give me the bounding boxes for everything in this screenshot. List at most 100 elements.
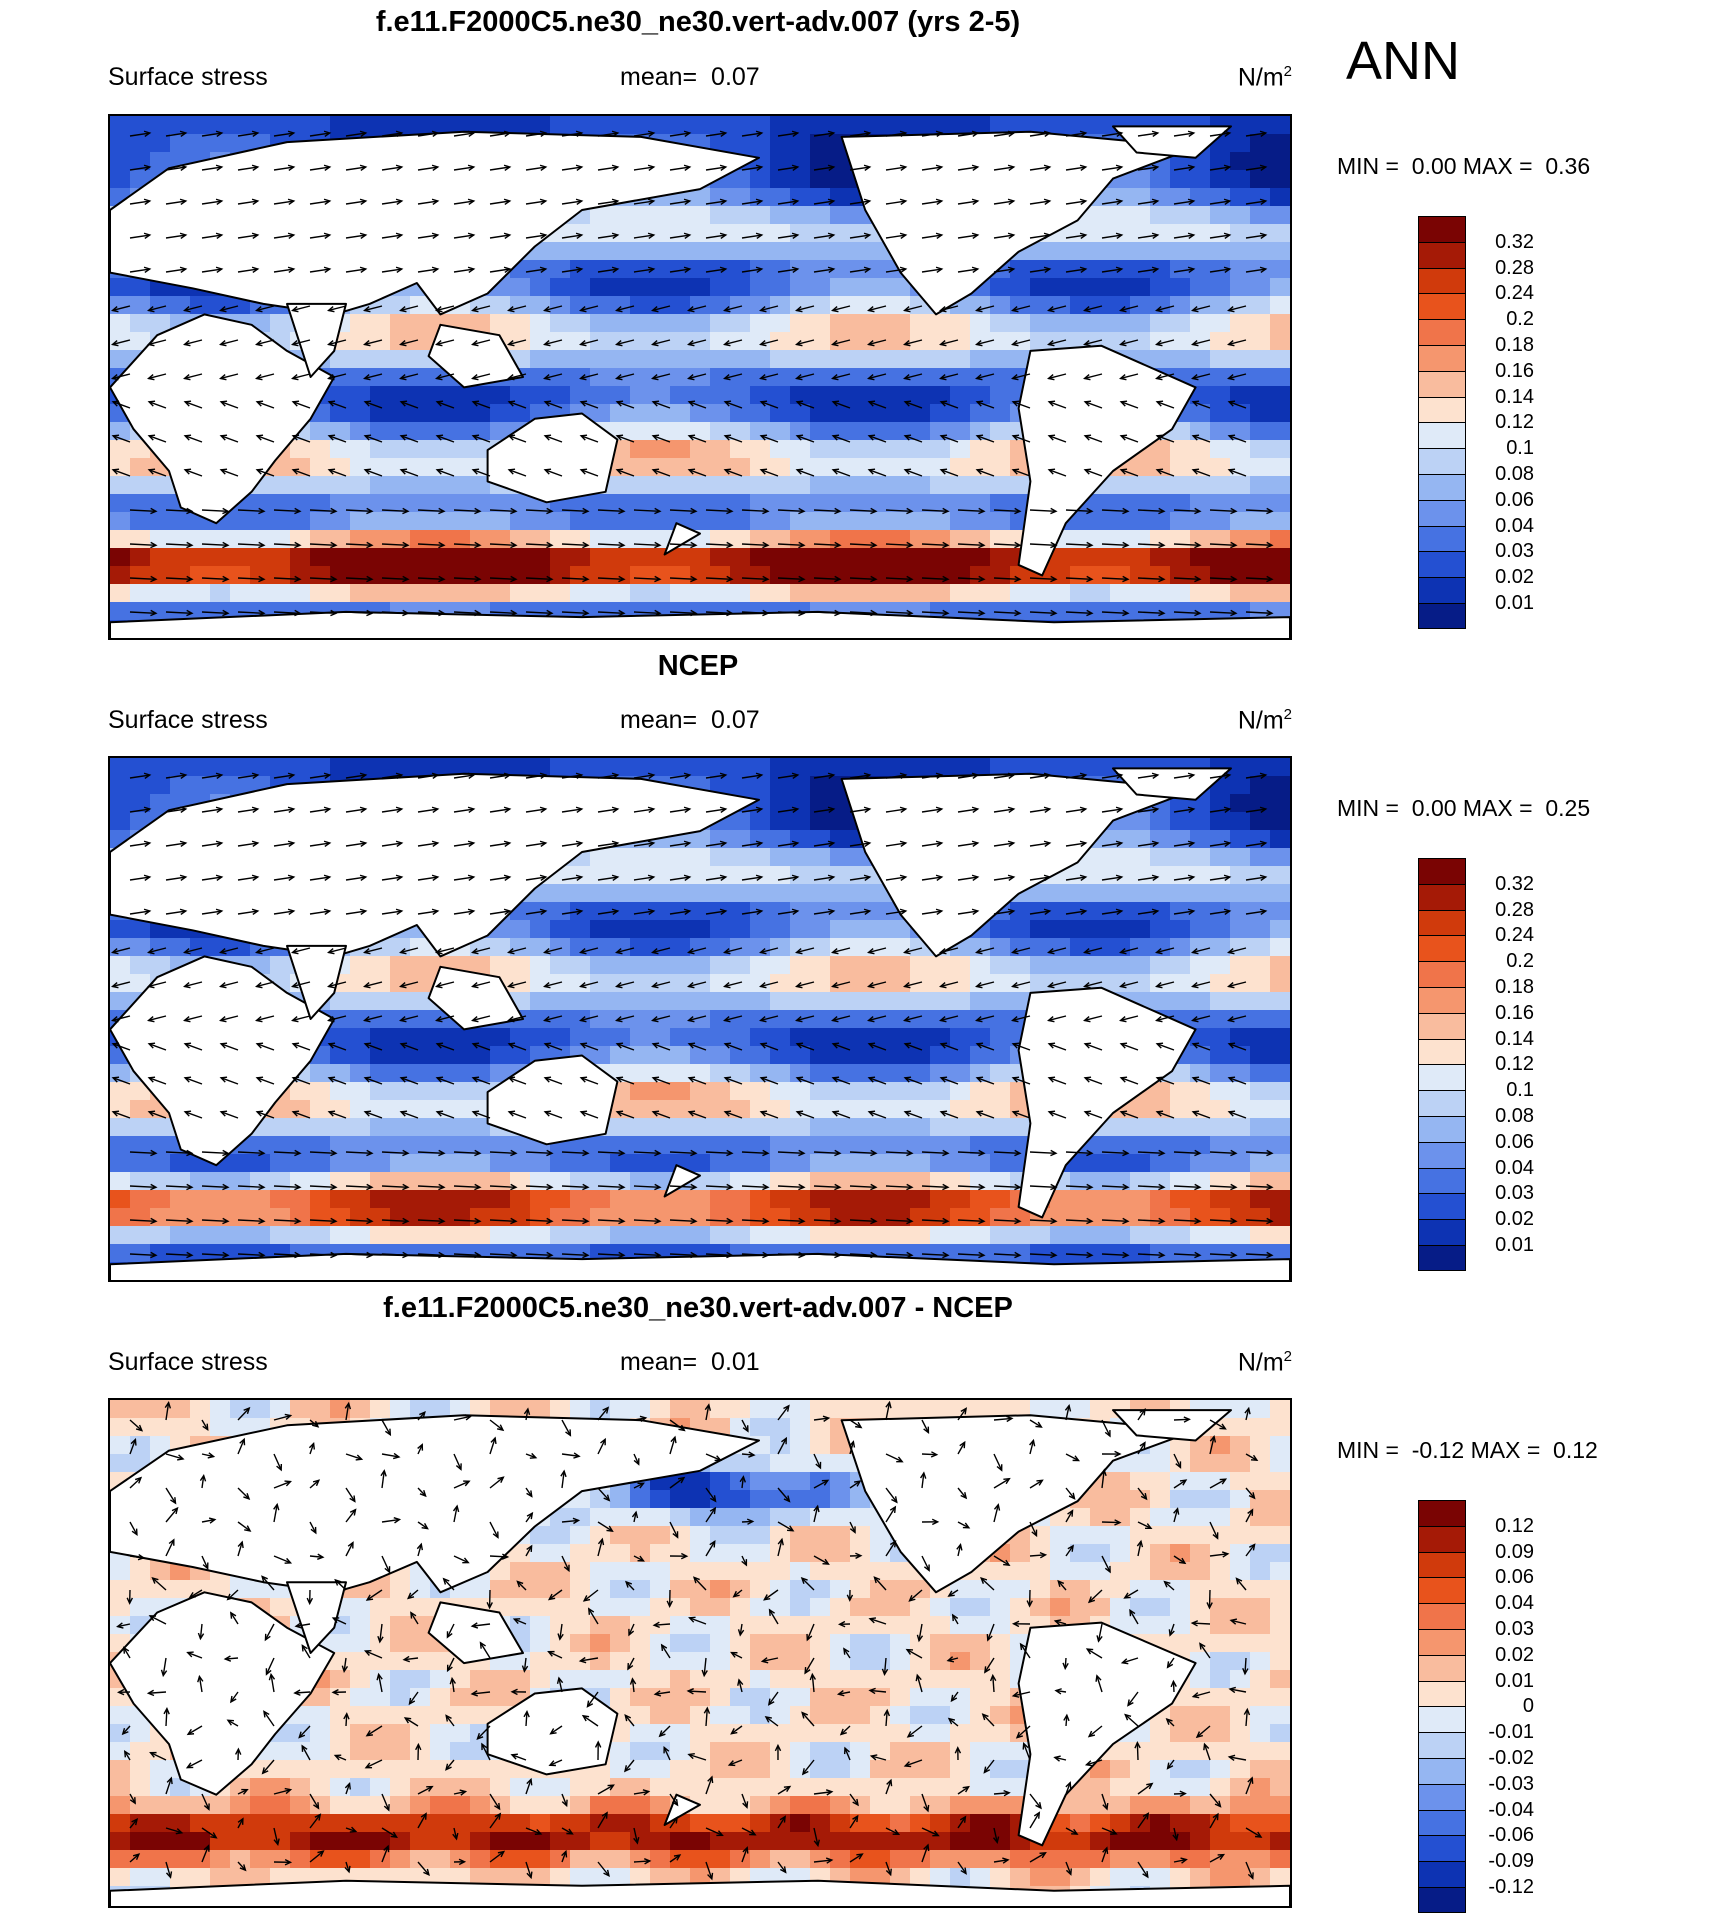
colorbar-tick-label: 0.12 (1495, 411, 1534, 434)
panel-1-mean-label: mean= (620, 63, 698, 91)
panel-2-mean: mean= 0.07 (620, 706, 760, 735)
panel-2-mean-label: mean= (620, 706, 698, 734)
colorbar-swatch (1418, 1038, 1466, 1065)
colorbar-swatch (1418, 987, 1466, 1014)
panel-2-units-exp: 2 (1283, 706, 1292, 723)
colorbar-tick-label: 0.02 (1495, 1208, 1534, 1231)
panel-1-max-value: 0.36 (1545, 153, 1591, 179)
colorbar-swatch (1418, 1064, 1466, 1091)
colorbar-swatch (1418, 474, 1466, 501)
colorbar-swatch (1418, 1680, 1466, 1707)
colorbar-tick-label: 0.14 (1495, 385, 1534, 408)
colorbar-tick-label: 0.09 (1495, 1540, 1534, 1563)
wind-vector-arrows (116, 1400, 1263, 1881)
panel-2-map (108, 756, 1292, 1282)
colorbar-swatch (1418, 1809, 1466, 1836)
land-layer (110, 767, 1290, 1280)
panel-3-mean: mean= 0.01 (620, 1348, 760, 1377)
season-label: ANN (1346, 31, 1461, 91)
colorbar-tick-label: -0.01 (1488, 1721, 1534, 1744)
panel-3-units: N/m2 (1150, 1348, 1292, 1377)
panel-2-map-canvas (110, 758, 1290, 1280)
colorbar-tick-label: 0.18 (1495, 976, 1534, 998)
colorbar-tick-label: 0.02 (1495, 566, 1534, 589)
colorbar-tick-label: 0.18 (1495, 334, 1534, 356)
panel-3-max-value: 0.12 (1553, 1437, 1598, 1463)
colorbar-tick-label: 0.01 (1495, 1234, 1534, 1256)
panel-1-min-label: MIN = (1337, 153, 1399, 179)
colorbar-tick-label: -0.02 (1488, 1747, 1534, 1769)
colorbar-swatch (1418, 858, 1466, 885)
colorbar-swatch (1418, 1783, 1466, 1811)
colorbar-tick-label: 0.16 (1495, 359, 1534, 382)
panel-3-units-base: N/m (1237, 1348, 1284, 1377)
panel-1-units: N/m2 (1150, 63, 1292, 92)
colorbar-swatch (1418, 1090, 1466, 1117)
colorbar-tick-label: 0.01 (1495, 1669, 1534, 1692)
colorbar-swatch (1418, 1012, 1466, 1040)
wind-vector-arrows (111, 772, 1274, 1259)
colorbar-swatch (1418, 1732, 1466, 1759)
colorbar-swatch (1418, 1887, 1466, 1914)
colorbar-swatch (1418, 241, 1466, 269)
colorbar-tick-label: 0.06 (1495, 488, 1534, 511)
colorbar-tick-label: 0.06 (1495, 1130, 1534, 1153)
colorbar-tick-label: 0.2 (1506, 308, 1534, 331)
panel-1-minmax: MIN = 0.00 MAX = 0.36 (1337, 153, 1590, 180)
panel-1-map (108, 114, 1292, 640)
panel-1-units-exp: 2 (1283, 63, 1292, 80)
land-layer (110, 1409, 1290, 1906)
panel-3-min-value: -0.12 (1411, 1437, 1465, 1463)
colorbar-tick-label: 0.04 (1495, 1156, 1534, 1179)
panel-2-mean-value: 0.07 (711, 706, 760, 734)
panel-1-mean: mean= 0.07 (620, 63, 760, 92)
land-layer (110, 125, 1290, 638)
colorbar-tick-label: 0.1 (1506, 437, 1534, 460)
colorbar-tick-label: 0.12 (1495, 1514, 1534, 1537)
panel-1-map-canvas (110, 116, 1290, 638)
colorbar-tick-label: 0.02 (1495, 1643, 1534, 1666)
panel-3-max-label: MAX = (1470, 1437, 1541, 1463)
colorbar-swatch (1418, 448, 1466, 475)
colorbar-tick-label: 0.16 (1495, 1001, 1534, 1024)
panel-2-units-base: N/m (1237, 706, 1284, 735)
panel-3-minmax: MIN = -0.12 MAX = 0.12 (1337, 1437, 1598, 1464)
colorbar-tick-label: 0.06 (1495, 1566, 1534, 1589)
colorbar-tick-label: 0.32 (1495, 230, 1534, 253)
panel-1-min-value: 0.00 (1411, 153, 1457, 179)
colorbar-swatch (1418, 499, 1466, 527)
panel-3-units-exp: 2 (1283, 1348, 1292, 1365)
colorbar-tick-label: 0.03 (1495, 1618, 1534, 1640)
colorbar-tick-label: 0 (1522, 1695, 1534, 1718)
colorbar-tick-label: 0.04 (1495, 514, 1534, 537)
colorbar-tick-label: 0.08 (1495, 1105, 1534, 1127)
panel-3-map-canvas (110, 1400, 1290, 1906)
colorbar-swatch (1418, 1193, 1466, 1220)
colorbar-tick-label: -0.06 (1488, 1824, 1534, 1847)
colorbar-swatch (1418, 1835, 1466, 1862)
colorbar-swatch (1418, 422, 1466, 449)
colorbar-swatch (1418, 1629, 1466, 1656)
panel-3-map (108, 1398, 1292, 1908)
colorbar-swatch (1418, 1219, 1466, 1246)
colorbar-tick-label: 0.03 (1495, 1182, 1534, 1205)
colorbar-swatch (1418, 1861, 1466, 1888)
colorbar-swatch (1418, 1116, 1466, 1143)
colorbar-tick-label: 0.2 (1506, 950, 1534, 973)
colorbar-swatch (1418, 577, 1466, 604)
colorbar-swatch (1418, 216, 1466, 243)
colorbar-swatch (1418, 1245, 1466, 1272)
panel-2-min-label: MIN = (1337, 795, 1399, 821)
colorbar-swatch (1418, 370, 1466, 398)
panel-3-min-label: MIN = (1337, 1437, 1399, 1463)
panel-1-max-label: MAX = (1462, 153, 1533, 179)
colorbar-swatch (1418, 1525, 1466, 1553)
colorbar-swatch (1418, 961, 1466, 988)
panel-3-mean-value: 0.01 (711, 1348, 760, 1376)
colorbar-swatch (1418, 935, 1466, 962)
panel-3-title: f.e11.F2000C5.ne30_ne30.vert-adv.007 - N… (383, 1292, 1013, 1324)
colorbar-swatch (1418, 293, 1466, 320)
panel-2-max-value: 0.25 (1545, 795, 1591, 821)
panel-3-mean-label: mean= (620, 1348, 698, 1376)
colorbar-swatch (1418, 1167, 1466, 1194)
